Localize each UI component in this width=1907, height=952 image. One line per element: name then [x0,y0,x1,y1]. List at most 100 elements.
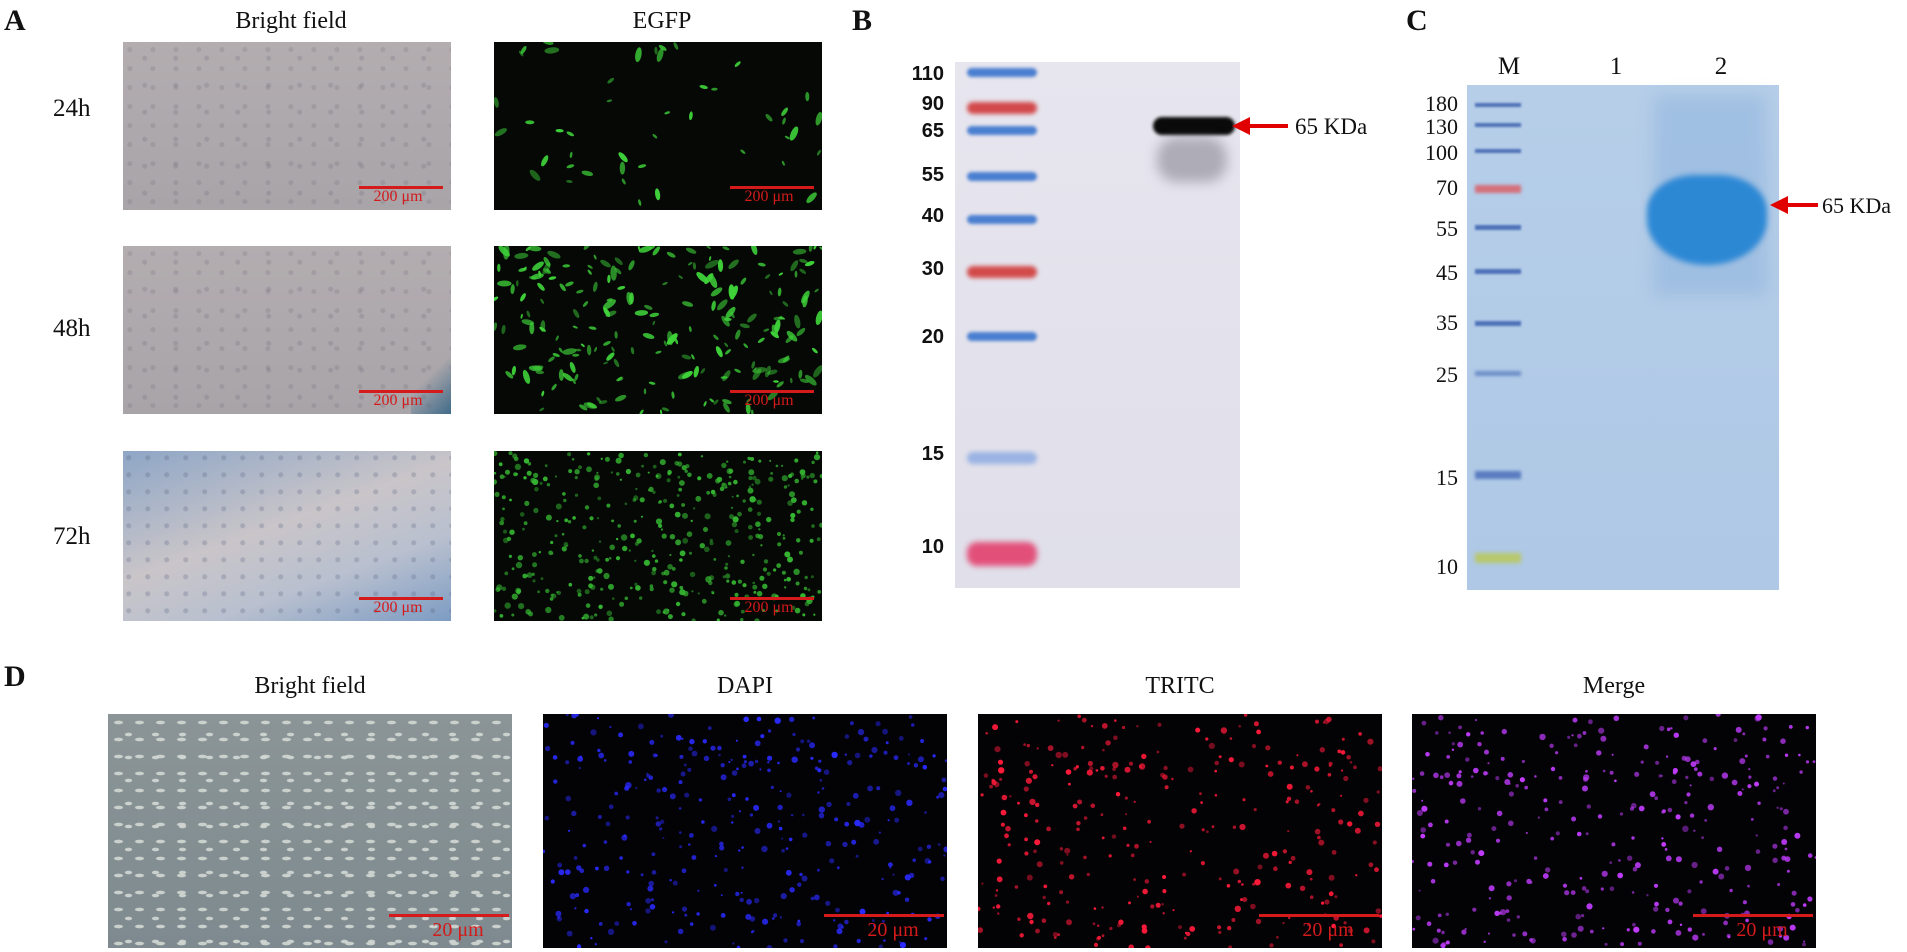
cell-mark [1763,726,1768,731]
cell-mark [1672,770,1677,775]
cell-mark [1081,745,1085,750]
cell-mark [876,786,881,791]
cell-mark [569,151,573,159]
cell-mark [544,464,548,468]
cell-mark [1029,798,1036,806]
cell-mark [857,728,865,736]
cell-mark [1632,922,1636,927]
cell-mark [525,246,531,252]
cell-mark [1596,750,1602,756]
cell-mark [818,806,825,813]
cell-mark [783,578,787,582]
cell-mark [1457,741,1464,748]
cell-mark [1179,823,1185,829]
cell-mark [1665,907,1670,913]
cell-mark [688,746,693,751]
cell-mark [1583,776,1588,782]
cell-mark [649,739,655,745]
cell-mark [764,274,771,279]
cell-mark [586,466,592,473]
cell-mark [590,729,597,736]
cell-mark [623,834,627,838]
cell-mark [587,264,593,269]
cell-mark [607,928,615,935]
cell-mark [1112,761,1119,769]
cell-mark [1315,719,1319,724]
cell-mark [1666,755,1669,758]
ladder-band-15 [967,452,1037,464]
lane-label-2: 2 [1714,53,1728,80]
cell-mark [1776,786,1780,790]
cell-mark [500,517,505,522]
cell-mark [619,856,623,860]
cell-mark [614,921,620,926]
scale-bar-label: 20 μm [432,919,484,941]
cell-mark [645,898,651,904]
cell-mark [1142,888,1148,895]
cell-mark [616,472,620,476]
cell-mark [1105,740,1111,746]
cell-mark [1441,930,1445,935]
cell-mark [1242,798,1246,802]
cell-mark [1529,938,1533,942]
gel-ladder-band-25 [1475,371,1521,376]
cell-mark [858,822,865,828]
cell-mark [773,913,778,918]
cell-mark [1442,946,1445,948]
cell-mark [607,274,611,284]
cell-mark [707,726,712,730]
gel-marker-25: 25 [1436,362,1458,387]
cell-mark [944,759,947,763]
cell-mark [656,788,661,793]
cell-mark [907,762,910,765]
cell-mark [1466,732,1471,737]
cell-mark [1767,939,1774,945]
cell-mark [844,734,850,739]
cell-mark [1699,880,1703,884]
cell-mark [703,755,710,762]
cell-mark [867,785,873,792]
cell-mark [1491,826,1497,832]
cell-mark [1588,719,1593,725]
cell-mark [693,507,696,510]
cell-mark [1425,752,1430,757]
cell-mark [1689,784,1692,787]
cell-mark [593,482,599,489]
cell-mark [1777,883,1781,886]
cell-mark [1748,775,1752,779]
cell-mark [912,858,916,862]
cell-mark [786,792,792,798]
cell-mark [998,767,1005,774]
cell-mark [1451,748,1455,751]
cell-mark [526,310,531,318]
cell-mark [501,324,506,335]
cell-mark [667,472,671,476]
cell-mark [567,452,572,457]
cell-mark [924,811,927,814]
cell-mark [1667,807,1673,813]
cell-mark [559,283,566,292]
scale-bar-label: 20 μm [1736,919,1788,941]
cell-mark [1162,912,1165,915]
cell-mark [775,464,779,468]
cell-mark [804,261,815,267]
cell-mark [790,517,795,523]
cell-mark [494,322,498,331]
cell-mark [1220,727,1228,734]
cell-mark [532,478,539,486]
cell-mark [532,261,544,271]
cell-mark [689,111,693,121]
cell-mark [803,586,808,591]
cell-mark [1124,766,1131,773]
lane-label-m: M [1497,53,1521,80]
cell-mark [1066,919,1072,926]
cell-mark [1271,850,1278,857]
cell-mark [1042,895,1046,900]
cell-mark [620,534,628,541]
cell-mark [812,347,818,354]
cell-mark [542,476,548,482]
cell-mark [758,534,764,540]
cell-mark [1239,823,1246,831]
cell-mark [1799,770,1803,774]
cell-mark [1412,777,1415,780]
